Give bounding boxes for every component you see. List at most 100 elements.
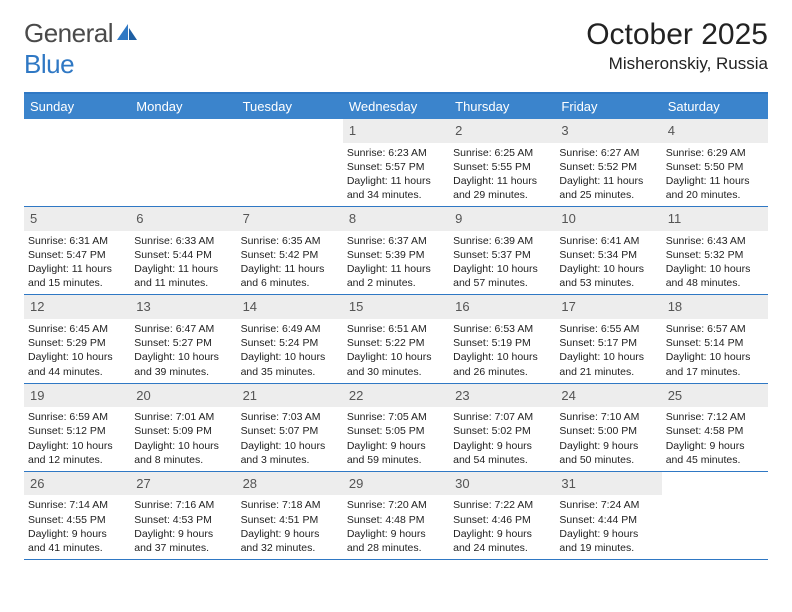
day-body: Sunrise: 6:55 AMSunset: 5:17 PMDaylight:… [555, 322, 661, 379]
sunset-text: Sunset: 5:14 PM [666, 336, 764, 350]
daylight-text: Daylight: 10 hours and 48 minutes. [666, 262, 764, 290]
sunset-text: Sunset: 5:29 PM [28, 336, 126, 350]
day-body: Sunrise: 6:39 AMSunset: 5:37 PMDaylight:… [449, 234, 555, 291]
sunrise-text: Sunrise: 6:23 AM [347, 146, 445, 160]
day-number: 31 [555, 472, 661, 496]
day-number: 10 [555, 207, 661, 231]
daylight-text: Daylight: 10 hours and 17 minutes. [666, 350, 764, 378]
day-number: 9 [449, 207, 555, 231]
day-body: Sunrise: 7:18 AMSunset: 4:51 PMDaylight:… [237, 498, 343, 555]
sunrise-text: Sunrise: 6:33 AM [134, 234, 232, 248]
sunrise-text: Sunrise: 6:47 AM [134, 322, 232, 336]
sunset-text: Sunset: 5:24 PM [241, 336, 339, 350]
logo-text-1: General [24, 18, 113, 48]
day-number: 26 [24, 472, 130, 496]
day-number: 24 [555, 384, 661, 408]
month-title: October 2025 [586, 18, 768, 52]
day-body: Sunrise: 7:16 AMSunset: 4:53 PMDaylight:… [130, 498, 236, 555]
sunset-text: Sunset: 4:48 PM [347, 513, 445, 527]
day-cell: 23Sunrise: 7:07 AMSunset: 5:02 PMDayligh… [449, 384, 555, 471]
day-body: Sunrise: 7:24 AMSunset: 4:44 PMDaylight:… [555, 498, 661, 555]
day-body: Sunrise: 6:41 AMSunset: 5:34 PMDaylight:… [555, 234, 661, 291]
daylight-text: Daylight: 11 hours and 20 minutes. [666, 174, 764, 202]
day-number: 29 [343, 472, 449, 496]
day-number: 30 [449, 472, 555, 496]
day-cell: 7Sunrise: 6:35 AMSunset: 5:42 PMDaylight… [237, 207, 343, 294]
day-body: Sunrise: 7:22 AMSunset: 4:46 PMDaylight:… [449, 498, 555, 555]
sunset-text: Sunset: 5:52 PM [559, 160, 657, 174]
sunrise-text: Sunrise: 6:41 AM [559, 234, 657, 248]
day-number: 4 [662, 119, 768, 143]
sunrise-text: Sunrise: 7:05 AM [347, 410, 445, 424]
sunset-text: Sunset: 5:50 PM [666, 160, 764, 174]
day-cell: 25Sunrise: 7:12 AMSunset: 4:58 PMDayligh… [662, 384, 768, 471]
sunset-text: Sunset: 5:32 PM [666, 248, 764, 262]
daylight-text: Daylight: 10 hours and 8 minutes. [134, 439, 232, 467]
week-row: 1Sunrise: 6:23 AMSunset: 5:57 PMDaylight… [24, 119, 768, 207]
day-cell: 26Sunrise: 7:14 AMSunset: 4:55 PMDayligh… [24, 472, 130, 559]
day-cell [662, 472, 768, 559]
daylight-text: Daylight: 10 hours and 53 minutes. [559, 262, 657, 290]
sunrise-text: Sunrise: 6:35 AM [241, 234, 339, 248]
daylight-text: Daylight: 9 hours and 41 minutes. [28, 527, 126, 555]
day-cell: 14Sunrise: 6:49 AMSunset: 5:24 PMDayligh… [237, 295, 343, 382]
sunset-text: Sunset: 5:05 PM [347, 424, 445, 438]
daylight-text: Daylight: 9 hours and 19 minutes. [559, 527, 657, 555]
weekday-header: Sunday [24, 94, 130, 119]
day-body: Sunrise: 6:29 AMSunset: 5:50 PMDaylight:… [662, 146, 768, 203]
daylight-text: Daylight: 10 hours and 3 minutes. [241, 439, 339, 467]
day-cell: 15 Sunrise: 6:51 AMSunset: 5:22 PMDayligh… [343, 295, 449, 382]
daylight-text: Daylight: 9 hours and 54 minutes. [453, 439, 551, 467]
weekday-header: Saturday [662, 94, 768, 119]
sunrise-text: Sunrise: 6:39 AM [453, 234, 551, 248]
sunset-text: Sunset: 5:42 PM [241, 248, 339, 262]
day-cell: 9 Sunrise: 6:39 AMSunset: 5:37 PMDaylight… [449, 207, 555, 294]
day-body: Sunrise: 6:45 AMSunset: 5:29 PMDaylight:… [24, 322, 130, 379]
day-number: 21 [237, 384, 343, 408]
sunrise-text: Sunrise: 6:29 AM [666, 146, 764, 160]
day-number: 11 [662, 207, 768, 231]
day-body: Sunrise: 6:53 AMSunset: 5:19 PMDaylight:… [449, 322, 555, 379]
logo-text-2: Blue [24, 49, 74, 79]
daylight-text: Daylight: 11 hours and 15 minutes. [28, 262, 126, 290]
day-body: Sunrise: 6:25 AMSunset: 5:55 PMDaylight:… [449, 146, 555, 203]
weekday-header: Monday [130, 94, 236, 119]
day-cell: 20Sunrise: 7:01 AMSunset: 5:09 PMDayligh… [130, 384, 236, 471]
sunset-text: Sunset: 4:44 PM [559, 513, 657, 527]
day-number [24, 119, 130, 143]
week-row: 19Sunrise: 6:59 AMSunset: 5:12 PMDayligh… [24, 384, 768, 472]
day-cell: 21Sunrise: 7:03 AMSunset: 5:07 PMDayligh… [237, 384, 343, 471]
day-cell: 24Sunrise: 7:10 AMSunset: 5:00 PMDayligh… [555, 384, 661, 471]
sunrise-text: Sunrise: 7:20 AM [347, 498, 445, 512]
week-row: 5Sunrise: 6:31 AMSunset: 5:47 PMDaylight… [24, 207, 768, 295]
sunrise-text: Sunrise: 7:24 AM [559, 498, 657, 512]
day-cell: 31Sunrise: 7:24 AMSunset: 4:44 PMDayligh… [555, 472, 661, 559]
day-number: 14 [237, 295, 343, 319]
day-body: Sunrise: 6:51 AMSunset: 5:22 PMDaylight:… [343, 322, 449, 379]
day-cell [24, 119, 130, 206]
daylight-text: Daylight: 11 hours and 25 minutes. [559, 174, 657, 202]
day-number: 6 [130, 207, 236, 231]
day-number: 3 [555, 119, 661, 143]
day-body: Sunrise: 7:10 AMSunset: 5:00 PMDaylight:… [555, 410, 661, 467]
sunrise-text: Sunrise: 6:59 AM [28, 410, 126, 424]
day-cell: 19Sunrise: 6:59 AMSunset: 5:12 PMDayligh… [24, 384, 130, 471]
day-body: Sunrise: 7:14 AMSunset: 4:55 PMDaylight:… [24, 498, 130, 555]
day-number: 15 [343, 295, 449, 319]
weekday-header: Tuesday [237, 94, 343, 119]
daylight-text: Daylight: 11 hours and 2 minutes. [347, 262, 445, 290]
week-row: 26Sunrise: 7:14 AMSunset: 4:55 PMDayligh… [24, 472, 768, 560]
header: GeneralBlue October 2025 Misheronskiy, R… [24, 18, 768, 80]
sunrise-text: Sunrise: 6:57 AM [666, 322, 764, 336]
sunset-text: Sunset: 4:46 PM [453, 513, 551, 527]
day-cell: 17Sunrise: 6:55 AMSunset: 5:17 PMDayligh… [555, 295, 661, 382]
sunset-text: Sunset: 5:12 PM [28, 424, 126, 438]
sunset-text: Sunset: 5:07 PM [241, 424, 339, 438]
sunrise-text: Sunrise: 6:25 AM [453, 146, 551, 160]
daylight-text: Daylight: 10 hours and 57 minutes. [453, 262, 551, 290]
day-cell: 4 Sunrise: 6:29 AMSunset: 5:50 PMDaylight… [662, 119, 768, 206]
sunset-text: Sunset: 5:39 PM [347, 248, 445, 262]
sunset-text: Sunset: 5:44 PM [134, 248, 232, 262]
day-cell: 10 Sunrise: 6:41 AMSunset: 5:34 PMDayligh… [555, 207, 661, 294]
sunset-text: Sunset: 5:27 PM [134, 336, 232, 350]
